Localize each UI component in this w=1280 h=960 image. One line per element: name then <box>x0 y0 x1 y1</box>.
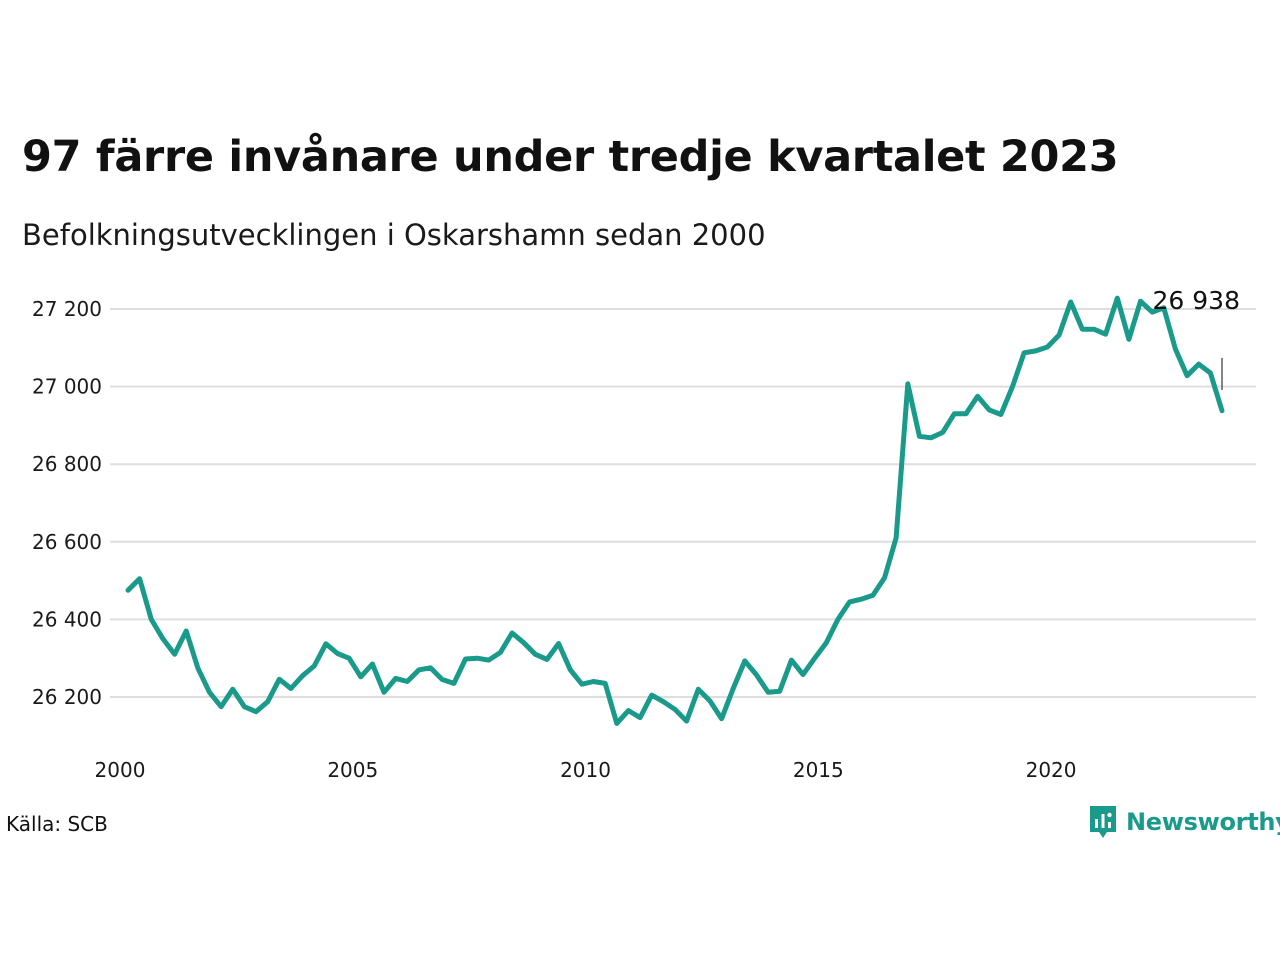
grid-lines <box>110 308 1256 698</box>
source-label: Källa: SCB <box>6 812 108 836</box>
series-line <box>125 295 1225 726</box>
annotation-label: 26 938 <box>1153 286 1240 315</box>
line-chart: 26 200 26 400 26 600 26 800 27 000 27 200 200… <box>32 286 1256 782</box>
x-tick-label: 2000 <box>95 758 146 782</box>
x-tick-label: 2005 <box>327 758 378 782</box>
x-axis: 2000 2005 2010 2015 2020 <box>95 758 1077 782</box>
newsworthy-logo-icon <box>1090 806 1116 838</box>
chart-title: 97 färre invånare under tredje kvartalet… <box>22 132 1119 182</box>
x-tick-label: 2010 <box>560 758 611 782</box>
annotation: 26 938 <box>1153 286 1240 390</box>
y-tick-label: 27 000 <box>32 375 102 399</box>
brand-name: Newsworthy <box>1126 808 1280 836</box>
y-tick-label: 26 600 <box>32 530 102 554</box>
y-tick-label: 26 200 <box>32 685 102 709</box>
y-tick-label: 26 800 <box>32 452 102 476</box>
x-tick-label: 2020 <box>1026 758 1077 782</box>
chart-subtitle: Befolkningsutvecklingen i Oskarshamn sed… <box>22 218 766 252</box>
y-axis: 26 200 26 400 26 600 26 800 27 000 27 200 <box>32 297 102 709</box>
y-tick-label: 27 200 <box>32 297 102 321</box>
x-tick-label: 2015 <box>793 758 844 782</box>
y-tick-label: 26 400 <box>32 607 102 631</box>
brand-logo: Newsworthy <box>1088 804 1280 840</box>
